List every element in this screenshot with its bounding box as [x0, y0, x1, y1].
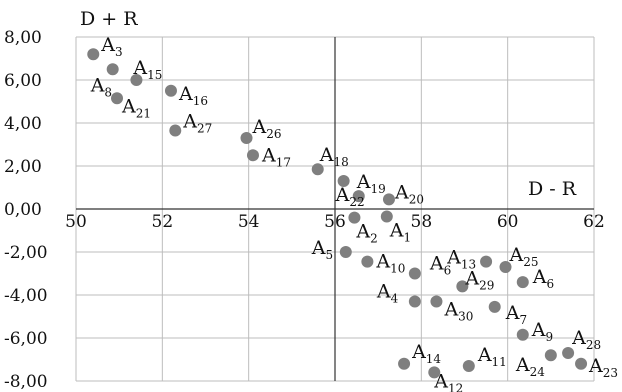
tick-labels: 50 52 54 56 58 60 62 8,00 6,00 4,00 2,00 0,00 -2,00 -… [4, 28, 605, 392]
data-point [380, 210, 393, 223]
data-point [164, 84, 177, 97]
point-label: A30 [443, 298, 473, 323]
point-label: A20 [394, 181, 424, 206]
data-point [430, 295, 443, 308]
y-tick-label: 8,00 [4, 28, 42, 48]
x-tick-label: 58 [411, 212, 433, 232]
point-label: A12 [433, 370, 463, 392]
data-point [408, 295, 421, 308]
x-tick-label: 62 [583, 212, 605, 232]
x-tick-label: 60 [497, 212, 519, 232]
data-point [456, 280, 469, 293]
data-point [516, 276, 529, 289]
data-point [352, 190, 365, 203]
data-point [516, 328, 529, 341]
point-label: A6 [429, 253, 451, 278]
point-label: A6 [532, 266, 554, 291]
point-label: A15 [132, 57, 162, 82]
point-label: A8 [90, 74, 112, 99]
data-point [428, 366, 441, 379]
data-points [87, 48, 588, 379]
data-point [339, 246, 352, 258]
point-label: A23 [588, 355, 618, 380]
point-label: A18 [319, 144, 349, 169]
y-tick-label: -4,00 [4, 286, 48, 306]
point-label: A28 [571, 327, 601, 352]
data-point [246, 149, 259, 162]
y-tick-label: -2,00 [4, 243, 48, 263]
point-label: A9 [531, 319, 553, 344]
point-label: A19 [356, 171, 386, 196]
data-point [240, 132, 253, 145]
y-axis-title: D + R [80, 8, 138, 30]
axes [76, 37, 594, 381]
data-point [499, 261, 512, 274]
data-point [488, 300, 501, 313]
point-label: A1 [389, 220, 411, 245]
point-label: A10 [375, 251, 405, 276]
y-tick-label: 4,00 [4, 114, 42, 134]
point-label: A4 [376, 280, 399, 305]
point-label: A21 [121, 95, 151, 120]
data-point [106, 63, 119, 76]
data-point [462, 359, 475, 372]
point-label: A11 [477, 344, 507, 369]
point-label: A27 [182, 111, 212, 136]
data-point [382, 193, 395, 206]
data-point [575, 357, 588, 370]
data-point [130, 74, 143, 86]
x-axis-title: D - R [528, 178, 577, 200]
point-label: A7 [505, 302, 527, 327]
data-point [87, 48, 100, 61]
point-label: A2 [355, 221, 377, 246]
point-label: A17 [261, 144, 291, 169]
data-point [348, 211, 361, 224]
point-label: A26 [252, 116, 282, 141]
point-label: A13 [446, 247, 476, 272]
data-point [408, 267, 421, 280]
y-tick-label: -8,00 [4, 372, 48, 392]
x-tick-label: 54 [238, 212, 260, 232]
point-label: A3 [100, 34, 122, 59]
point-label: A29 [464, 267, 494, 292]
point-label: A14 [411, 341, 441, 366]
data-point [544, 349, 557, 362]
data-point [398, 357, 411, 370]
data-point [480, 255, 493, 268]
y-tick-label: 6,00 [4, 71, 42, 91]
point-label: A24 [515, 354, 545, 379]
point-label: A25 [509, 244, 539, 269]
data-point [562, 347, 575, 360]
data-point [169, 124, 182, 137]
data-point [111, 92, 124, 105]
y-tick-label: -6,00 [4, 329, 48, 349]
data-point [311, 163, 324, 176]
point-label: A16 [178, 83, 208, 108]
x-tick-label: 52 [152, 212, 174, 232]
x-tick-label: 56 [324, 212, 346, 232]
point-label: A22 [335, 184, 365, 209]
data-point [361, 255, 374, 268]
data-point [337, 175, 350, 188]
y-tick-label: 2,00 [4, 157, 42, 177]
x-tick-label: 50 [65, 212, 87, 232]
y-tick-label: 0,00 [4, 200, 42, 220]
point-label: A5 [311, 237, 333, 262]
